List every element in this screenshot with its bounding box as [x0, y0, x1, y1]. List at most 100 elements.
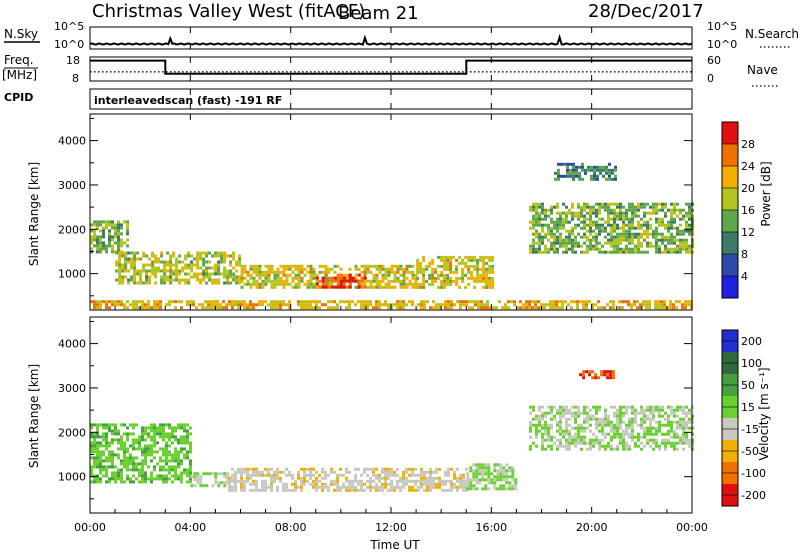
power-cell: [544, 208, 547, 212]
velocity-cell: [390, 479, 393, 483]
velocity-cell: [544, 420, 547, 424]
power-cell: [366, 279, 370, 283]
power-cell: [455, 270, 459, 274]
power-cell: [309, 303, 312, 307]
power-cell: [440, 282, 444, 286]
velocity-cell: [559, 444, 562, 448]
power-cell: [562, 211, 565, 215]
velocity-cell: [532, 408, 535, 412]
power-cell: [535, 220, 538, 224]
velocity-cell: [676, 408, 679, 412]
velocity-cell: [465, 467, 468, 471]
power-cell: [342, 300, 345, 304]
power-cell: [288, 264, 292, 268]
velocity-cell: [360, 473, 363, 477]
power-cell: [604, 220, 607, 224]
power-cell: [387, 270, 391, 274]
velocity-cell: [123, 459, 126, 463]
velocity-cell: [276, 470, 279, 474]
velocity-cell: [132, 438, 135, 442]
power-cell: [461, 270, 465, 274]
velocity-cell: [171, 441, 174, 445]
power-cell: [541, 217, 544, 221]
power-cell: [384, 267, 388, 271]
power-cell: [682, 208, 685, 212]
power-cell: [166, 251, 170, 255]
velocity-cell: [135, 456, 138, 460]
power-cell: [151, 272, 155, 276]
power-cell: [452, 255, 456, 259]
power-cell: [580, 214, 583, 218]
velocity-cell: [105, 456, 108, 460]
velocity-cell: [327, 485, 330, 489]
power-cell: [416, 282, 420, 286]
velocity-cell: [676, 447, 679, 451]
power-cell: [121, 281, 125, 285]
power-cell: [93, 238, 96, 242]
velocity-cell: [105, 459, 108, 463]
power-cell: [321, 270, 325, 274]
power-cell: [217, 281, 221, 285]
power-cell: [171, 300, 174, 304]
velocity-cell: [574, 417, 577, 421]
power-cell: [578, 177, 581, 181]
velocity-cell: [682, 420, 685, 424]
power-cell: [477, 303, 480, 307]
power-cell: [611, 171, 614, 175]
power-cell: [646, 244, 649, 248]
power-cell: [586, 238, 589, 242]
velocity-cell: [622, 435, 625, 439]
power-cell: [538, 250, 541, 254]
power-cell: [378, 282, 382, 286]
velocity-cell: [598, 447, 601, 451]
power-cell: [553, 247, 556, 251]
power-cell: [628, 205, 631, 209]
velocity-cell: [117, 447, 120, 451]
velocity-cell: [153, 438, 156, 442]
velocity-cell: [610, 426, 613, 430]
velocity-cell: [186, 429, 189, 433]
power-cell: [156, 306, 159, 310]
power-cell: [685, 238, 688, 242]
velocity-cell: [90, 465, 93, 469]
power-cell: [117, 244, 120, 248]
power-cell: [625, 250, 628, 254]
velocity-cell: [646, 417, 649, 421]
power-cell: [120, 232, 123, 236]
velocity-cell: [138, 462, 141, 466]
velocity-cell: [577, 432, 580, 436]
power-cell: [354, 285, 358, 289]
velocity-cell: [646, 405, 649, 409]
power-cell: [661, 223, 664, 227]
velocity-cell: [177, 477, 180, 481]
power-cell: [126, 223, 129, 227]
velocity-cell: [550, 411, 553, 415]
power-cell: [169, 272, 173, 276]
power-cell: [619, 202, 622, 206]
velocity-cell: [601, 444, 604, 448]
power-cell: [613, 202, 616, 206]
velocity-cell: [189, 459, 192, 463]
velocity-cell: [186, 450, 189, 454]
power-cell: [168, 303, 171, 307]
power-cell: [175, 275, 179, 279]
power-cell: [282, 285, 286, 289]
power-cell: [563, 174, 566, 178]
power-cell: [467, 258, 471, 262]
velocity-cell: [688, 426, 691, 430]
power-cell: [312, 273, 316, 277]
power-cell: [556, 220, 559, 224]
power-cell: [294, 267, 298, 271]
power-cell: [402, 303, 405, 307]
velocity-cell: [300, 476, 303, 480]
power-cell: [105, 300, 108, 304]
power-cell: [667, 226, 670, 230]
velocity-cell: [108, 453, 111, 457]
velocity-cell: [132, 459, 135, 463]
power-cell: [640, 217, 643, 221]
velocity-cell: [565, 417, 568, 421]
power-cell: [145, 269, 149, 273]
velocity-cell: [375, 482, 378, 486]
velocity-cell: [393, 488, 396, 492]
power-cell: [345, 276, 349, 280]
